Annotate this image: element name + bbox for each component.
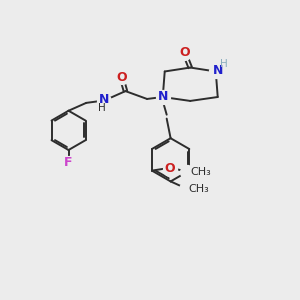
Text: N: N: [158, 91, 168, 103]
Text: H: H: [98, 103, 106, 113]
Text: O: O: [116, 71, 127, 84]
Text: O: O: [164, 162, 175, 175]
Text: F: F: [64, 156, 73, 169]
Text: O: O: [179, 46, 190, 59]
Text: N: N: [99, 93, 109, 106]
Text: CH₃: CH₃: [188, 184, 209, 194]
Text: CH₃: CH₃: [190, 167, 211, 177]
Text: H: H: [220, 58, 227, 69]
Text: N: N: [212, 64, 223, 77]
